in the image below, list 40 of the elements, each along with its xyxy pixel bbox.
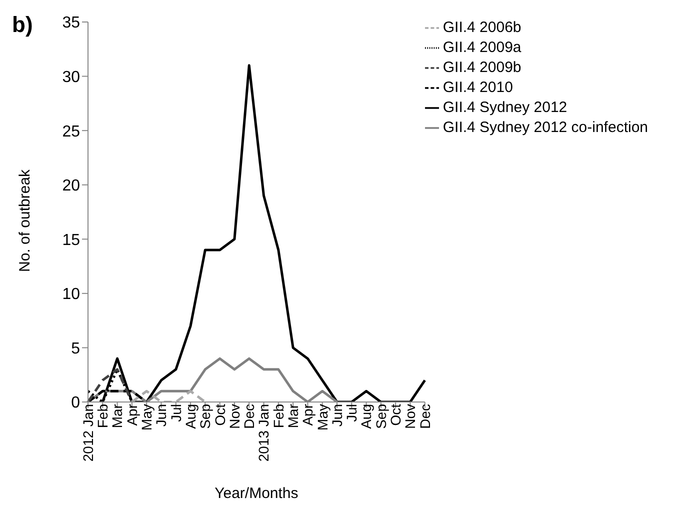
- y-tick-label: 30: [62, 68, 80, 86]
- y-tick-label: 5: [71, 340, 80, 358]
- x-tick-label: 2013 Jan: [256, 404, 272, 462]
- y-tick-label: 25: [62, 123, 80, 140]
- y-axis-title: No. of outbreak: [16, 168, 34, 272]
- x-tick-label: May: [138, 404, 155, 430]
- legend-label: GII.4 2010: [442, 79, 513, 96]
- x-tick-label: Jun: [153, 404, 170, 427]
- x-tick-label: Dec: [416, 404, 433, 429]
- legend-label: GII.4 2009b: [442, 59, 522, 76]
- x-axis-title: Year/Months: [214, 485, 298, 502]
- legend-label: GII.4 Sydney 2012: [442, 99, 568, 116]
- x-tick-label: Apr: [300, 404, 316, 426]
- x-tick-label: Dec: [241, 404, 258, 429]
- legend-label: GII.4 2006b: [442, 19, 522, 36]
- x-tick-label: Jul: [344, 404, 360, 422]
- x-tick-label: Feb: [94, 404, 111, 428]
- x-tick-label: Sep: [372, 404, 389, 429]
- x-tick-label: 2012 Jan: [80, 404, 96, 462]
- legend-label: GII.4 Sydney 2012 co-infection: [442, 119, 648, 136]
- x-tick-label: May: [314, 404, 330, 430]
- x-tick-label: Jul: [168, 404, 184, 422]
- x-tick-label: Nov: [402, 404, 418, 429]
- x-tick-label: Sep: [197, 404, 214, 429]
- x-tick-label: Mar: [109, 404, 126, 428]
- y-tick-label: 0: [71, 394, 80, 412]
- x-tick-label: Apr: [124, 404, 140, 426]
- y-tick-label: 15: [62, 232, 80, 249]
- x-tick-label: Feb: [270, 404, 286, 428]
- x-tick-label: Aug: [358, 404, 374, 429]
- y-tick-label: 10: [62, 286, 80, 304]
- x-tick-label: Oct: [388, 404, 404, 426]
- x-tick-label: Mar: [284, 404, 301, 428]
- x-tick-label: Oct: [212, 404, 228, 426]
- x-tick-label: Nov: [226, 404, 242, 429]
- x-tick-label: Aug: [182, 404, 198, 429]
- y-tick-label: 35: [62, 14, 80, 32]
- y-tick-label: 20: [62, 178, 80, 195]
- legend-label: GII.4 2009a: [442, 39, 522, 56]
- chart-title: b): [12, 12, 33, 38]
